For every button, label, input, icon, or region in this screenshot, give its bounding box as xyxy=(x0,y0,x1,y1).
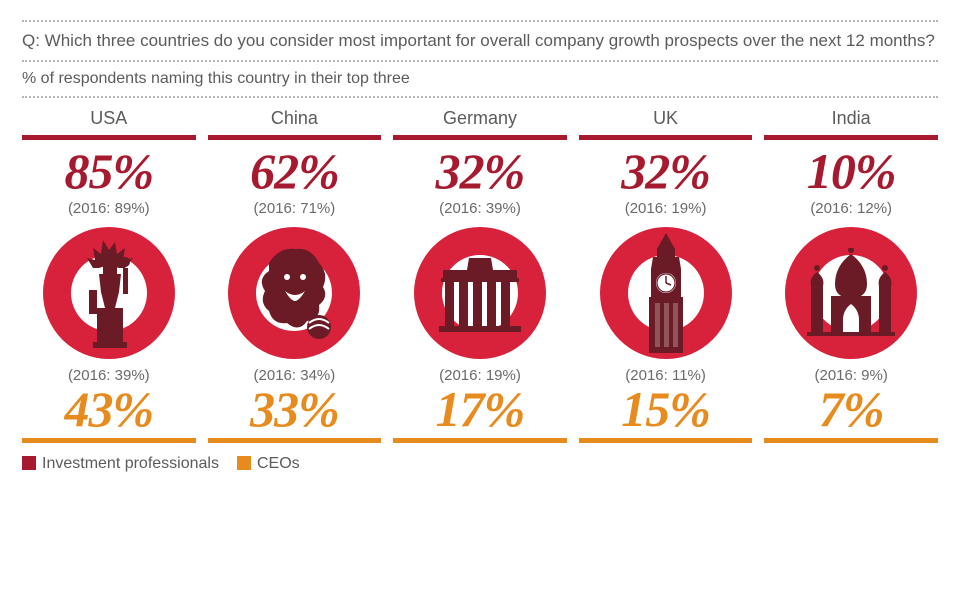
legend-ceos: CEOs xyxy=(237,455,300,473)
countries-row: USA 85% (2016: 89%) xyxy=(22,106,938,443)
invprof-pct: 85% xyxy=(22,146,196,196)
country-name: USA xyxy=(22,106,196,133)
bar-ceo xyxy=(393,438,567,443)
bar-investment xyxy=(764,135,938,140)
divider-mid1 xyxy=(22,60,938,62)
lion-icon xyxy=(249,243,339,343)
bar-ceo xyxy=(764,438,938,443)
ceo-pct: 33% xyxy=(208,384,382,434)
country-col-usa: USA 85% (2016: 89%) xyxy=(22,106,196,443)
legend-label-investment: Investment professionals xyxy=(42,455,219,472)
country-col-china: China 62% (2016: 71%) (2016: xyxy=(208,106,382,443)
bar-ceo xyxy=(22,438,196,443)
country-name: Germany xyxy=(393,106,567,133)
country-col-uk: UK 32% (2016: 19%) xyxy=(579,106,753,443)
invprof-prev: (2016: 71%) xyxy=(208,200,382,217)
bar-investment xyxy=(22,135,196,140)
country-col-germany: Germany 32% (2016: 39%) xyxy=(393,106,567,443)
ceo-pct: 15% xyxy=(579,384,753,434)
legend-investment: Investment professionals xyxy=(22,455,219,473)
invprof-pct: 32% xyxy=(579,146,753,196)
invprof-pct: 62% xyxy=(208,146,382,196)
country-ring-icon xyxy=(600,227,732,359)
invprof-prev: (2016: 12%) xyxy=(764,200,938,217)
country-col-india: India 10% (2016: 12%) xyxy=(764,106,938,443)
ceo-pct: 7% xyxy=(764,384,938,434)
invprof-prev: (2016: 19%) xyxy=(579,200,753,217)
legend-label-ceos: CEOs xyxy=(257,455,300,472)
country-name: China xyxy=(208,106,382,133)
swatch-ceos xyxy=(237,456,251,470)
country-name: India xyxy=(764,106,938,133)
liberty-icon xyxy=(69,238,149,348)
bar-investment xyxy=(393,135,567,140)
invprof-pct: 32% xyxy=(393,146,567,196)
invprof-pct: 10% xyxy=(764,146,938,196)
bar-ceo xyxy=(208,438,382,443)
divider-top xyxy=(22,20,938,22)
survey-question: Q: Which three countries do you consider… xyxy=(22,30,938,52)
bar-ceo xyxy=(579,438,753,443)
bigben-icon xyxy=(631,233,701,353)
bar-investment xyxy=(208,135,382,140)
country-ring-icon xyxy=(228,227,360,359)
country-ring-icon xyxy=(785,227,917,359)
invprof-prev: (2016: 89%) xyxy=(22,200,196,217)
invprof-prev: (2016: 39%) xyxy=(393,200,567,217)
swatch-investment xyxy=(22,456,36,470)
country-ring-icon xyxy=(414,227,546,359)
country-name: UK xyxy=(579,106,753,133)
ceo-pct: 17% xyxy=(393,384,567,434)
chart-subtitle: % of respondents naming this country in … xyxy=(22,70,938,88)
country-ring-icon xyxy=(43,227,175,359)
ceo-pct: 43% xyxy=(22,384,196,434)
brandenburg-icon xyxy=(435,248,525,338)
taj-icon xyxy=(801,248,901,338)
bar-investment xyxy=(579,135,753,140)
divider-mid2 xyxy=(22,96,938,98)
legend: Investment professionals CEOs xyxy=(22,455,938,473)
